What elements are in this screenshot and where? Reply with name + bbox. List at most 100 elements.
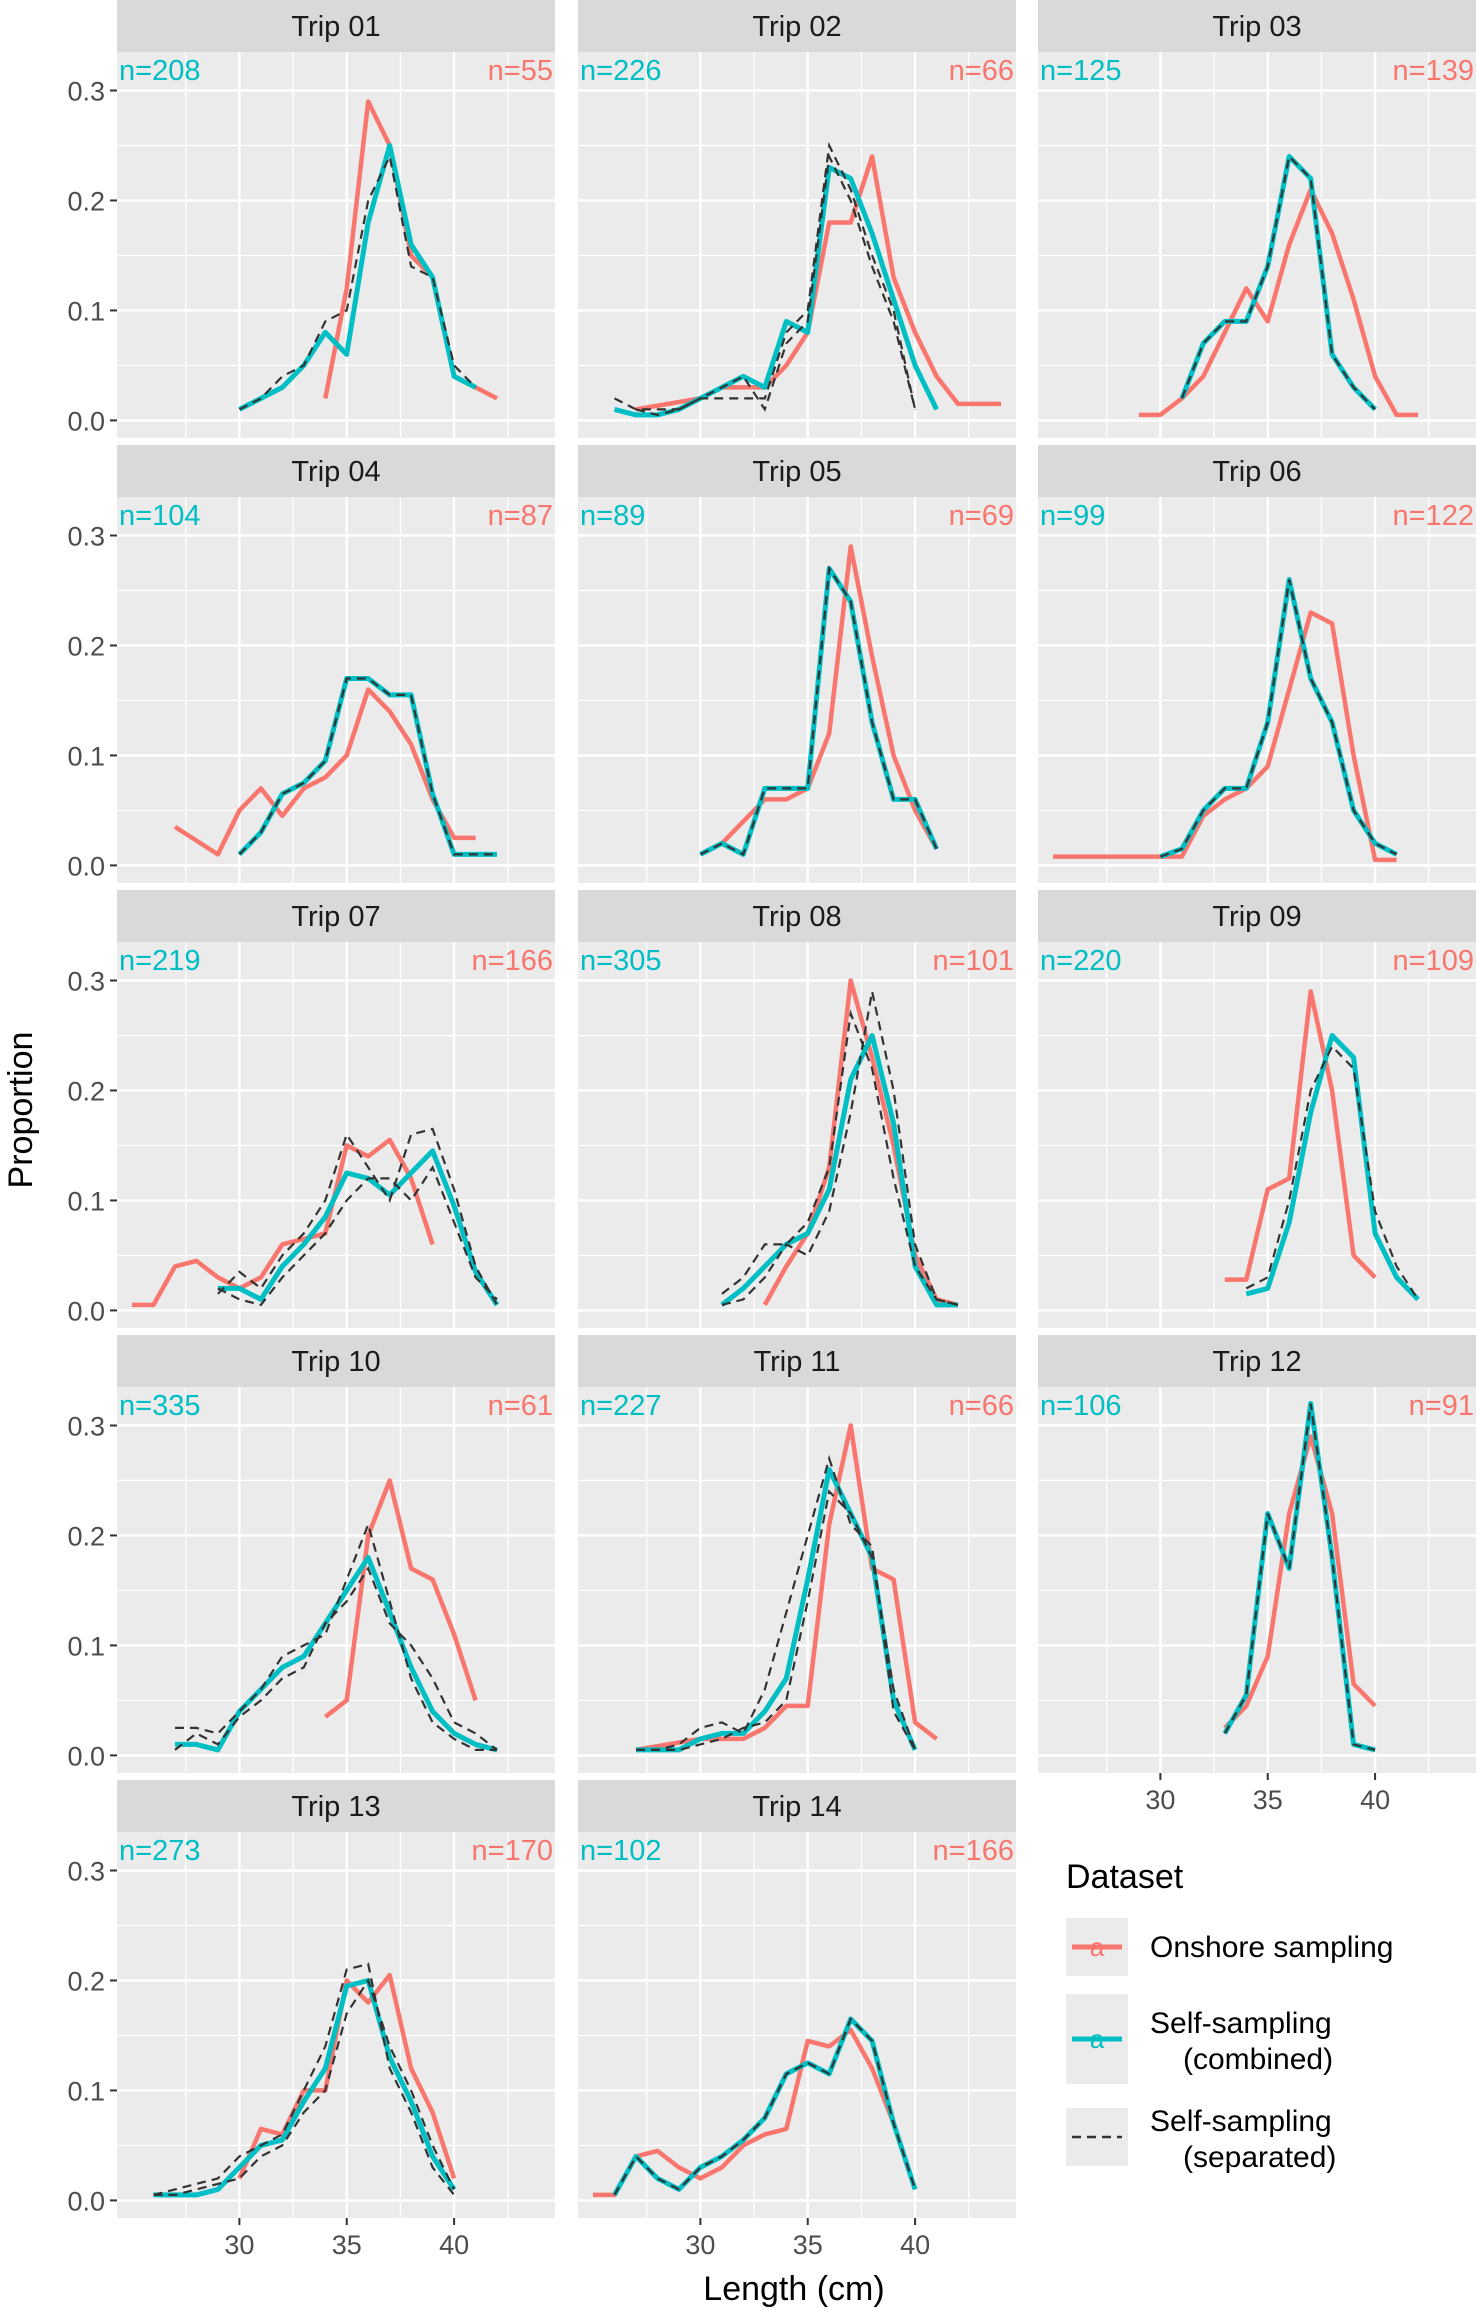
x-tick-label: 35 bbox=[332, 2230, 362, 2260]
onshore-sampling-line bbox=[173, 687, 476, 857]
n-self-label: n=219 bbox=[119, 945, 200, 977]
facet-panel: Trip 13 0.0 0.1 0.2 0.3 30 35 40 n=273 n=170 bbox=[67, 1780, 555, 2260]
n-self-label: n=226 bbox=[580, 55, 661, 87]
self-sampling-separated-line bbox=[613, 141, 917, 411]
legend-item: a Self-sampling(combined) bbox=[1066, 1994, 1333, 2084]
panel-background bbox=[117, 52, 555, 438]
y-tick-label: 0.2 bbox=[67, 1966, 105, 1996]
facet-panel: Trip 06 n=99 n=122 bbox=[1038, 445, 1476, 883]
facet-title: Trip 10 bbox=[291, 1346, 380, 1378]
panels-layer: Trip 01 0.0 0.1 0.2 0.3 n=208 n=55 Trip 02 n=226… bbox=[67, 0, 1476, 2260]
x-tick-label: 30 bbox=[685, 2230, 715, 2260]
y-tick-label: 0.2 bbox=[67, 1076, 105, 1106]
panel-background bbox=[117, 1387, 555, 1773]
panel-background bbox=[117, 942, 555, 1328]
y-tick-label: 0.3 bbox=[67, 521, 105, 551]
self-sampling-separated-line bbox=[636, 1489, 917, 1752]
onshore-sampling-line bbox=[593, 2027, 918, 2198]
legend-label: Self-sampling bbox=[1150, 2007, 1332, 2040]
facet-strip bbox=[117, 0, 555, 52]
self-sampling-separated-line bbox=[238, 153, 477, 411]
y-tick-label: 0.0 bbox=[67, 1296, 105, 1326]
facet-panel: Trip 09 n=220 n=109 bbox=[1038, 890, 1476, 1328]
legend-label-line2: (combined) bbox=[1183, 2043, 1333, 2076]
n-self-label: n=89 bbox=[580, 500, 645, 532]
facet-title: Trip 06 bbox=[1212, 456, 1301, 488]
n-self-label: n=106 bbox=[1040, 1390, 1121, 1422]
facet-strip bbox=[1038, 0, 1476, 52]
y-tick-label: 0.1 bbox=[67, 296, 105, 326]
n-onshore-label: n=69 bbox=[949, 500, 1014, 532]
y-tick-label: 0.1 bbox=[67, 1186, 105, 1216]
y-tick-label: 0.0 bbox=[67, 406, 105, 436]
onshore-sampling-line bbox=[1053, 610, 1397, 863]
facet-strip bbox=[117, 1335, 555, 1387]
facet-title: Trip 11 bbox=[753, 1346, 840, 1378]
n-onshore-label: n=139 bbox=[1393, 55, 1474, 87]
legend-label: Onshore sampling bbox=[1150, 1931, 1393, 1964]
panel-background bbox=[578, 1387, 1016, 1773]
y-tick-label: 0.3 bbox=[67, 966, 105, 996]
n-onshore-label: n=61 bbox=[488, 1390, 553, 1422]
y-axis-label: Proportion bbox=[2, 1032, 40, 1189]
self-sampling-separated-line bbox=[613, 2017, 917, 2196]
facet-panel: Trip 14 30 35 40 n=102 n=166 bbox=[578, 1780, 1016, 2260]
facet-panel: Trip 01 0.0 0.1 0.2 0.3 n=208 n=55 bbox=[67, 0, 555, 438]
self-sampling-separated-line bbox=[721, 991, 959, 1306]
n-self-label: n=102 bbox=[580, 1835, 661, 1867]
facet-panel: Trip 11 n=227 n=66 bbox=[578, 1335, 1016, 1773]
n-onshore-label: n=122 bbox=[1393, 500, 1474, 532]
self-sampling-combined-line bbox=[1222, 1401, 1376, 1753]
panel-background bbox=[578, 1832, 1016, 2218]
facet-title: Trip 03 bbox=[1212, 11, 1301, 43]
y-tick-label: 0.3 bbox=[67, 76, 105, 106]
panel-background bbox=[1038, 1387, 1476, 1773]
n-onshore-label: n=66 bbox=[949, 1390, 1014, 1422]
n-onshore-label: n=166 bbox=[933, 1835, 1014, 1867]
n-onshore-label: n=66 bbox=[949, 55, 1014, 87]
panel-background bbox=[578, 497, 1016, 883]
facet-panel: Trip 12 30 35 40 n=106 n=91 bbox=[1038, 1335, 1476, 1815]
x-axis-label: Length (cm) bbox=[703, 2270, 884, 2308]
facet-strip bbox=[578, 1335, 1016, 1387]
facet-title: Trip 13 bbox=[291, 1791, 380, 1823]
self-sampling-separated-line bbox=[217, 1165, 498, 1307]
self-sampling-separated-line bbox=[217, 1127, 498, 1306]
panel-background bbox=[578, 942, 1016, 1328]
onshore-sampling-line bbox=[237, 1972, 457, 2180]
facet-strip bbox=[1038, 445, 1476, 497]
onshore-sampling-line bbox=[323, 1478, 478, 1719]
n-onshore-label: n=166 bbox=[472, 945, 553, 977]
y-tick-label: 0.0 bbox=[67, 2186, 105, 2216]
self-sampling-separated-line bbox=[153, 1962, 455, 2196]
legend-label-line2: (separated) bbox=[1183, 2141, 1336, 2174]
onshore-sampling-line bbox=[635, 154, 1001, 412]
panel-background bbox=[1038, 52, 1476, 438]
n-self-label: n=273 bbox=[119, 1835, 200, 1867]
n-onshore-label: n=91 bbox=[1409, 1390, 1474, 1422]
n-self-label: n=335 bbox=[119, 1390, 200, 1422]
y-tick-label: 0.1 bbox=[67, 1631, 105, 1661]
x-tick-label: 40 bbox=[1360, 1785, 1390, 1815]
self-sampling-separated-line bbox=[1245, 1044, 1419, 1300]
self-sampling-separated-line bbox=[635, 152, 917, 417]
facet-strip bbox=[578, 445, 1016, 497]
facet-panel: Trip 03 n=125 n=139 bbox=[1038, 0, 1476, 438]
y-tick-label: 0.2 bbox=[67, 631, 105, 661]
x-tick-label: 30 bbox=[1145, 1785, 1175, 1815]
self-sampling-separated-line bbox=[699, 565, 938, 856]
facet-title: Trip 04 bbox=[291, 456, 380, 488]
self-sampling-separated-line bbox=[1180, 154, 1376, 411]
n-onshore-label: n=101 bbox=[933, 945, 1014, 977]
self-sampling-separated-line bbox=[636, 1454, 917, 1752]
n-onshore-label: n=87 bbox=[488, 500, 553, 532]
legend-item: a Onshore sampling bbox=[1066, 1918, 1393, 1976]
legend-item: Self-sampling(separated) bbox=[1066, 2105, 1336, 2174]
panel-background bbox=[117, 497, 555, 883]
n-onshore-label: n=55 bbox=[488, 55, 553, 87]
self-sampling-separated-line bbox=[238, 677, 497, 856]
y-tick-label: 0.0 bbox=[67, 1741, 105, 1771]
self-sampling-separated-line bbox=[153, 1977, 456, 2196]
